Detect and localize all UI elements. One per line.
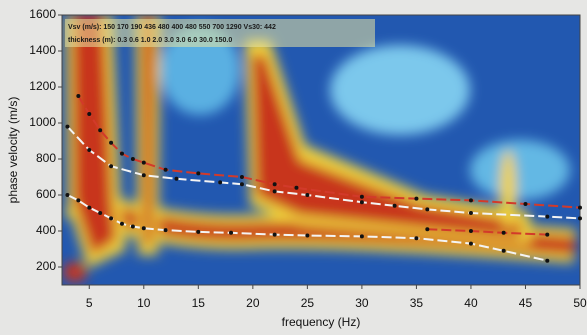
curve-point <box>523 202 528 206</box>
curve-point <box>76 94 81 98</box>
curve-point <box>468 211 473 215</box>
curve-point <box>87 205 92 210</box>
curve-point <box>468 241 473 246</box>
annotation: Vsv (m/s): 150 170 190 436 480 400 480 5… <box>68 24 276 31</box>
curve-point <box>305 233 310 238</box>
curve-point <box>359 200 364 205</box>
curve-point <box>141 226 146 231</box>
y-tick-label: 1400 <box>29 43 56 57</box>
curve-point <box>359 194 364 199</box>
x-tick-label: 30 <box>355 296 369 310</box>
curve-point <box>425 207 430 212</box>
curve-point <box>359 234 364 239</box>
curve-point <box>294 185 299 190</box>
annotation: thickness (m): 0.3 0.6 1.0 2.0 3.0 3.0 6… <box>68 37 232 44</box>
curve-point <box>545 214 550 219</box>
curve-point <box>218 180 223 185</box>
curve-point <box>98 211 103 215</box>
curve-point <box>414 196 419 201</box>
curve-point <box>130 157 135 161</box>
curve-point <box>272 232 277 237</box>
curve-point <box>98 128 103 133</box>
curve-point <box>468 229 473 233</box>
y-axis-label: phase velocity (m/s) <box>6 97 20 204</box>
x-tick-label: 20 <box>246 296 260 310</box>
curve-point <box>109 140 114 145</box>
curve-point <box>272 189 277 194</box>
x-tick-label: 50 <box>573 296 587 310</box>
curve-point <box>65 193 70 197</box>
dispersion-curve <box>77 95 581 209</box>
curve-point <box>414 236 419 241</box>
curve-point <box>141 160 146 165</box>
dispersion-curve <box>427 228 548 236</box>
curve-point <box>425 227 430 232</box>
y-tick-label: 1000 <box>29 115 56 129</box>
x-tick-label: 25 <box>301 296 315 310</box>
y-tick-label: 600 <box>36 187 56 201</box>
y-tick-label: 800 <box>36 151 56 165</box>
x-tick-label: 45 <box>519 296 533 310</box>
curve-point <box>392 203 397 208</box>
curve-point <box>545 258 550 263</box>
curve-point <box>578 205 582 210</box>
plot-frame <box>61 14 581 286</box>
curve-point <box>87 148 92 152</box>
y-tick-label: 400 <box>36 223 56 237</box>
curve-point <box>109 216 114 221</box>
curve-point <box>174 176 179 181</box>
curve-point <box>196 229 201 234</box>
y-tick-label: 1600 <box>29 7 56 21</box>
curve-point <box>501 230 506 235</box>
x-tick-label: 10 <box>137 296 151 310</box>
curve-point <box>196 171 201 176</box>
curve-point <box>163 228 168 233</box>
curve-point <box>578 216 582 221</box>
x-tick-label: 5 <box>86 296 93 310</box>
dispersion-curve <box>67 194 548 262</box>
curve-point <box>76 198 81 203</box>
x-tick-label: 15 <box>192 296 206 310</box>
curve-point <box>119 151 124 156</box>
curve-point <box>545 232 550 237</box>
curve-point <box>239 182 244 187</box>
y-tick-label: 200 <box>36 259 56 273</box>
curve-point <box>501 248 506 253</box>
curve-point <box>468 198 473 203</box>
x-tick-label: 40 <box>464 296 478 310</box>
curve-point <box>119 221 124 226</box>
curve-point <box>109 164 114 169</box>
y-tick-label: 1200 <box>29 79 56 93</box>
curve-point <box>305 193 310 197</box>
curve-point <box>163 167 168 172</box>
curve-point <box>141 173 146 178</box>
curve-point <box>272 182 277 187</box>
x-axis-label: frequency (Hz) <box>282 315 361 329</box>
curve-point <box>130 224 135 229</box>
curve-point <box>239 175 244 179</box>
dispersion-image <box>62 15 580 285</box>
curve-point <box>87 112 92 116</box>
x-tick-label: 35 <box>410 296 424 310</box>
curve-point <box>229 230 234 235</box>
curve-point <box>65 124 70 129</box>
